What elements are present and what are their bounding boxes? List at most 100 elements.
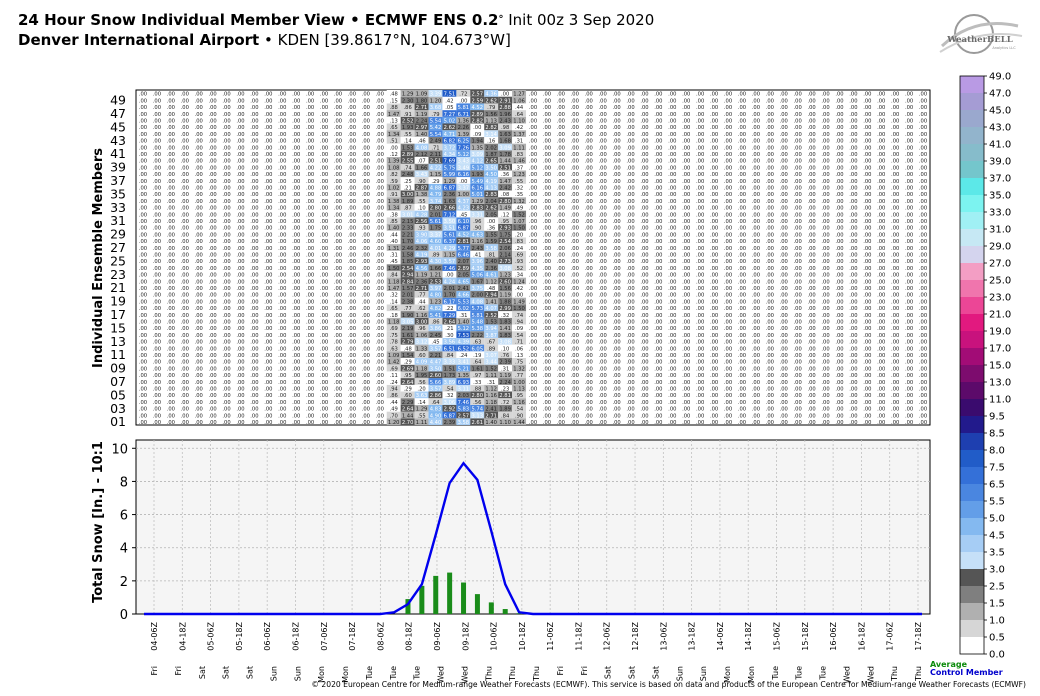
heatmap-cell xyxy=(428,203,443,211)
heatmap-cell-value: .00 xyxy=(696,186,704,192)
heatmap-cell-value: 2.80 xyxy=(499,199,511,205)
heatmap-cell-value: .00 xyxy=(376,373,384,379)
heatmap-cell xyxy=(414,210,429,218)
heatmap-cell-value: .00 xyxy=(208,299,216,305)
heatmap-cell xyxy=(428,297,443,305)
heatmap-cell-value: .54 xyxy=(515,333,524,339)
heatmap-cell-value: .00 xyxy=(599,172,607,178)
heatmap-cell-value: .00 xyxy=(362,266,370,272)
heatmap-cell-value: .00 xyxy=(236,239,244,245)
heatmap-cell-value: .00 xyxy=(167,159,175,165)
heatmap-cell-value: 1.53 xyxy=(402,145,414,151)
heatmap-cell-value: .00 xyxy=(348,373,356,379)
heatmap-cell-value: 1.00 xyxy=(513,380,525,386)
heatmap-cell-value: .00 xyxy=(208,239,216,245)
heatmap-cell-value: .00 xyxy=(738,253,746,259)
heatmap-cell-value: .00 xyxy=(682,400,690,406)
heatmap-cell xyxy=(498,358,513,365)
heatmap-cell-value: .00 xyxy=(222,246,230,252)
heatmap-cell-value: .00 xyxy=(821,293,829,299)
heatmap-cell-value: .00 xyxy=(153,366,161,372)
heatmap-cell-value: .00 xyxy=(208,413,216,419)
heatmap-cell-value: .00 xyxy=(153,279,161,285)
heatmap-cell-value: .00 xyxy=(891,333,899,339)
heatmap-cell-value: .00 xyxy=(250,306,258,312)
heatmap-cell-value: .00 xyxy=(654,333,662,339)
heatmap-cell-value: .34 xyxy=(515,273,524,279)
heatmap-cell-value: .14 xyxy=(417,400,426,406)
heatmap-cell xyxy=(456,331,471,338)
heatmap-cell xyxy=(428,157,443,164)
heatmap-cell-value: .00 xyxy=(264,387,272,393)
heatmap-cell-value: 7.53 xyxy=(458,333,470,339)
heatmap-cell-value: .00 xyxy=(529,306,537,312)
heatmap-cell-value: 2.32 xyxy=(416,246,428,252)
heatmap-cell-value: .00 xyxy=(348,387,356,393)
heatmap-cell-value: .00 xyxy=(863,212,871,218)
heatmap-cell-value: .00 xyxy=(585,159,593,165)
heatmap-cell-value: .00 xyxy=(794,219,802,225)
heatmap-cell-value: .00 xyxy=(195,373,203,379)
heatmap-cell-value: .00 xyxy=(264,159,272,165)
heatmap-cell-value: .00 xyxy=(682,273,690,279)
heatmap-cell-value: .00 xyxy=(292,407,300,413)
heatmap-cell-value: .00 xyxy=(376,286,384,292)
heatmap-cell-value: .00 xyxy=(585,373,593,379)
heatmap-cell-value: .00 xyxy=(807,407,815,413)
heatmap-cell-value: .00 xyxy=(794,232,802,238)
heatmap-cell-value: .00 xyxy=(543,253,551,259)
heatmap-cell-value: .00 xyxy=(640,360,648,366)
heatmap-cell xyxy=(386,230,401,238)
heatmap-cell xyxy=(484,411,499,419)
heatmap-cell-value: .00 xyxy=(278,407,286,413)
heatmap-cell-value: .00 xyxy=(320,192,328,198)
heatmap-cell-value: .00 xyxy=(571,165,579,171)
heatmap-cell-value: .00 xyxy=(236,326,244,332)
heatmap-cell-value: .00 xyxy=(585,366,593,372)
heatmap-cell-value: .00 xyxy=(682,266,690,272)
heatmap-cell-value: .00 xyxy=(362,232,370,238)
heatmap-cell-value: .09 xyxy=(515,326,523,332)
heatmap-cell-value: 2.79 xyxy=(402,340,414,346)
heatmap-cell-value: .00 xyxy=(208,400,216,406)
heatmap-cell-value: 1.38 xyxy=(416,192,428,198)
heatmap-cell-value: .00 xyxy=(905,226,913,232)
heatmap-cell-value: .00 xyxy=(167,393,175,399)
heatmap-cell-value: .00 xyxy=(236,226,244,232)
heatmap-cell xyxy=(456,244,471,251)
heatmap-cell-value: 2.00 xyxy=(471,293,483,299)
heatmap-cell xyxy=(414,297,429,305)
heatmap-cell-value: .00 xyxy=(571,393,579,399)
heatmap-cell-value: .00 xyxy=(780,192,788,198)
heatmap-cell xyxy=(470,190,485,198)
heatmap-cell-value: .00 xyxy=(905,266,913,272)
heatmap-cell-value: .00 xyxy=(222,366,230,372)
heatmap-cell-value: .00 xyxy=(571,259,579,265)
heatmap-cell-value: .00 xyxy=(849,340,857,346)
heatmap-cell-value: .00 xyxy=(543,273,551,279)
heatmap-cell-value: 1.23 xyxy=(513,172,525,178)
heatmap-cell-value: .00 xyxy=(766,226,774,232)
heatmap-cell-value: .00 xyxy=(835,346,843,352)
heatmap-cell-value: .00 xyxy=(292,333,300,339)
heatmap-cell-value: .00 xyxy=(682,206,690,212)
heatmap-cell-value: 2.71 xyxy=(416,286,428,292)
heatmap-cell-value: .00 xyxy=(863,346,871,352)
heatmap-cell-value: 2.89 xyxy=(458,266,470,272)
heatmap-cell-value: .00 xyxy=(807,219,815,225)
heatmap-cell-value: .00 xyxy=(139,232,147,238)
heatmap-cell-value: .00 xyxy=(905,206,913,212)
heatmap-cell-value: .00 xyxy=(320,333,328,339)
heatmap-cell-value: .00 xyxy=(153,393,161,399)
heatmap-cell-value: .00 xyxy=(780,420,788,426)
heatmap-cell xyxy=(386,364,401,372)
heatmap-cell-value: .00 xyxy=(599,165,607,171)
heatmap-cell-value: .00 xyxy=(208,226,216,232)
heatmap-cell-value: .00 xyxy=(585,360,593,366)
heatmap-cell-value: .00 xyxy=(919,159,927,165)
heatmap-cell xyxy=(428,384,443,392)
heatmap-cell-value: .00 xyxy=(153,192,161,198)
heatmap-cell-value: .00 xyxy=(919,273,927,279)
heatmap-cell xyxy=(498,317,513,325)
heatmap-cell-value: .00 xyxy=(905,239,913,245)
